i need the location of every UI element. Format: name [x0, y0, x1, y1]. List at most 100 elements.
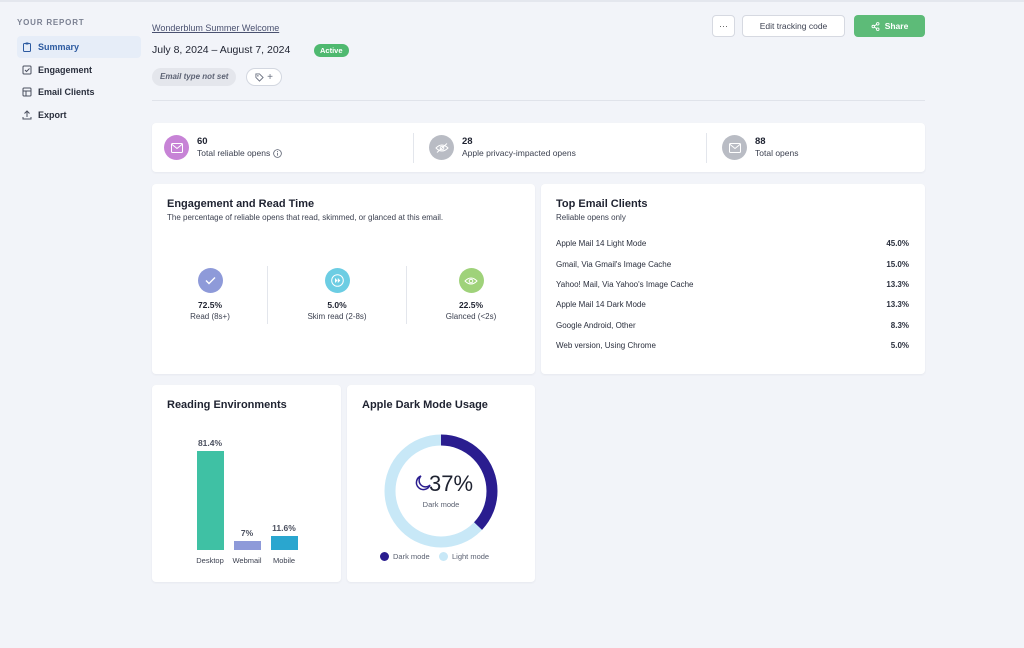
ellipsis-icon: ··· — [719, 21, 728, 31]
email-type-chip[interactable]: Email type not set — [152, 68, 237, 86]
bar-value: 11.6% — [272, 522, 296, 533]
sidebar-title: YOUR REPORT — [17, 18, 85, 27]
upload-icon — [22, 110, 32, 120]
client-name: Yahoo! Mail, Via Yahoo's Image Cache — [556, 280, 694, 289]
tag-icon — [255, 72, 264, 82]
webmail-bar — [234, 541, 261, 550]
check-icon — [197, 268, 223, 293]
sidebar-item-label: Engagement — [38, 65, 93, 75]
client-row: Yahoo! Mail, Via Yahoo's Image Cache 13.3… — [556, 280, 909, 294]
dark-mode-percent: 37% — [429, 471, 473, 496]
engagement-value: 22.5% — [458, 300, 484, 310]
client-row: Apple Mail 14 Dark Mode 13.3% — [556, 300, 909, 314]
client-percent: 45.0% — [886, 239, 909, 248]
engagement-label: Skim read (2-8s) — [307, 312, 367, 321]
card-title: Top Email Clients — [556, 198, 648, 210]
eye-icon — [458, 268, 484, 293]
client-name: Apple Mail 14 Dark Mode — [556, 300, 646, 309]
sidebar: YOUR REPORT Summary Engagement Email Cli… — [0, 0, 144, 648]
bar-value: 81.4% — [197, 438, 223, 448]
top-email-clients-card: Top Email Clients Reliable opens only Ap… — [541, 184, 925, 374]
top-border — [0, 0, 1024, 2]
client-percent: 13.3% — [886, 300, 909, 309]
legend-swatch — [380, 552, 389, 561]
stat-divider — [706, 133, 707, 163]
stat-total-reliable-opens: 60 Total reliable opens — [164, 135, 283, 160]
engagement-value: 5.0% — [327, 300, 347, 310]
client-row: Apple Mail 14 Light Mode 45.0% — [556, 239, 909, 253]
sidebar-item-summary[interactable]: Summary — [17, 36, 141, 58]
sidebar-item-engagement[interactable]: Engagement — [17, 59, 141, 81]
table-icon — [22, 87, 32, 97]
bar-value: 7% — [240, 528, 254, 539]
legend-dark-mode: Dark mode — [380, 552, 430, 561]
status-badge: Active — [314, 44, 349, 57]
mail-icon — [164, 135, 189, 160]
stat-total-opens: 88 Total opens — [722, 135, 798, 160]
date-range: July 8, 2024 – August 7, 2024 — [152, 44, 291, 56]
info-icon[interactable] — [273, 148, 283, 158]
stat-apple-privacy-opens: 28 Apple privacy-impacted opens — [429, 135, 576, 160]
card-subtitle: The percentage of reliable opens that re… — [167, 213, 444, 222]
stat-value: 28 — [462, 136, 473, 147]
client-percent: 15.0% — [886, 260, 909, 269]
card-subtitle: Reliable opens only — [556, 213, 626, 222]
dark-mode-donut-chart: 37% Dark mode — [384, 434, 498, 548]
legend-label: Dark mode — [393, 552, 430, 561]
client-percent: 13.3% — [886, 280, 909, 289]
legend-swatch — [439, 552, 448, 561]
engagement-read: 72.5% Read (8s+) — [160, 268, 260, 322]
sidebar-item-label: Email Clients — [38, 87, 95, 97]
add-tag-button[interactable]: + — [246, 68, 282, 86]
share-label: Share — [884, 21, 909, 31]
card-title: Apple Dark Mode Usage — [362, 399, 488, 411]
header-divider — [152, 100, 925, 101]
stat-label: Total reliable opens — [197, 148, 271, 158]
engagement-skim: 5.0% Skim read (2-8s) — [287, 268, 387, 322]
legend-label: Light mode — [452, 552, 490, 561]
stat-divider — [413, 133, 414, 163]
clipboard-icon — [23, 42, 31, 52]
engagement-glanced: 22.5% Glanced (<2s) — [421, 268, 521, 322]
client-name: Web version, Using Chrome — [556, 341, 656, 350]
share-button[interactable]: Share — [854, 15, 925, 37]
plus-icon: + — [267, 71, 273, 83]
dark-mode-arc — [384, 434, 498, 548]
dark-mode-center-label: Dark mode — [423, 500, 460, 509]
engagement-card: Engagement and Read Time The percentage … — [152, 184, 535, 374]
client-row: Google Android, Other 8.3% — [556, 321, 909, 335]
client-name: Gmail, Via Gmail's Image Cache — [556, 260, 672, 269]
sidebar-item-export[interactable]: Export — [17, 104, 141, 126]
opens-summary-card: 60 Total reliable opens 28 Apple privacy… — [152, 123, 925, 172]
checkbox-icon — [22, 65, 32, 75]
eye-off-icon — [429, 135, 454, 160]
engagement-label: Read (8s+) — [190, 312, 230, 321]
apple-dark-mode-card: Apple Dark Mode Usage 37% Dark mode — [347, 385, 535, 582]
mobile-bar — [271, 535, 298, 550]
client-percent: 5.0% — [890, 341, 909, 350]
engagement-divider — [267, 266, 268, 324]
campaign-title-link[interactable]: Wonderblum Summer Welcome — [152, 23, 280, 33]
stat-label: Apple privacy-impacted opens — [462, 148, 576, 158]
engagement-value: 72.5% — [197, 300, 223, 310]
mail-icon — [722, 135, 747, 160]
stat-value: 60 — [197, 136, 208, 147]
moon-icon — [415, 475, 431, 491]
client-name: Apple Mail 14 Light Mode — [556, 239, 647, 248]
edit-tracking-code-button[interactable]: Edit tracking code — [742, 15, 845, 37]
legend-light-mode: Light mode — [439, 552, 489, 561]
card-title: Engagement and Read Time — [167, 198, 315, 210]
reading-environments-card: Reading Environments 81.4% 7% 11.6% Desk… — [152, 385, 341, 582]
desktop-bar — [197, 451, 224, 550]
stat-label: Total opens — [755, 148, 799, 158]
engagement-label: Glanced (<2s) — [445, 312, 497, 321]
bar-label: Desktop — [196, 556, 224, 565]
bar-label: Mobile — [272, 556, 296, 565]
stat-value: 88 — [755, 136, 766, 147]
engagement-divider — [406, 266, 407, 324]
bar-label: Webmail — [232, 556, 262, 565]
sidebar-item-label: Export — [38, 110, 67, 120]
sidebar-item-email-clients[interactable]: Email Clients — [17, 81, 141, 103]
sidebar-item-label: Summary — [38, 42, 80, 52]
more-options-button[interactable]: ··· — [712, 15, 735, 37]
